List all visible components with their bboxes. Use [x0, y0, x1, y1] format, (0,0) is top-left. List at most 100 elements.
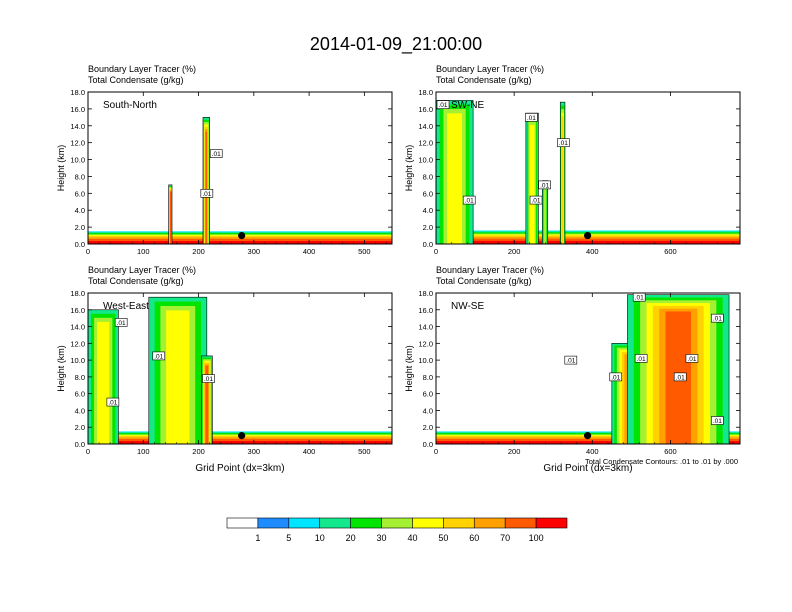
- colorbar-swatch: [350, 517, 382, 529]
- contour-label-box: [564, 355, 578, 365]
- y-tick-label: 10.0: [418, 356, 433, 365]
- condensate-contour: [436, 100, 474, 244]
- y-tick-label: 10.0: [418, 156, 433, 165]
- contour-label-box: [711, 313, 724, 323]
- tracer-column-layer: [447, 113, 462, 244]
- colorbar-swatch: [412, 517, 444, 529]
- x-axis-label: Grid Point (dx=3km): [195, 463, 284, 474]
- location-marker: [238, 432, 246, 440]
- contour-label-box: [711, 416, 724, 425]
- panel-frame: [87, 292, 393, 445]
- panel-subtitle-condensate: Total Condensate (g/kg): [88, 276, 184, 286]
- x-tick-label: 100: [137, 447, 150, 456]
- x-tick-label: 100: [137, 247, 150, 256]
- tracer-band: [436, 441, 740, 444]
- tracer-band: [436, 240, 740, 244]
- contour-label-box: [557, 138, 570, 147]
- y-tick-label: 8.0: [75, 373, 85, 382]
- x-tick-label: 400: [303, 447, 316, 456]
- panel-subtitle-condensate: Total Condensate (g/kg): [88, 75, 184, 85]
- y-tick-label: 4.0: [423, 406, 433, 415]
- contour-label-box: [202, 374, 215, 383]
- y-tick-label: 14.0: [418, 122, 433, 131]
- x-tick-label: 500: [358, 447, 371, 456]
- y-tick-label: 14.0: [70, 323, 85, 332]
- colorbar-label: 1: [255, 533, 260, 543]
- colorbar-swatch: [443, 517, 475, 529]
- colorbar-label: 60: [469, 533, 479, 543]
- contour-label-box: [529, 195, 543, 205]
- y-tick-label: 8.0: [423, 172, 433, 181]
- colorbar-label: 5: [286, 533, 291, 543]
- contour-label: .01: [154, 353, 163, 360]
- x-tick-label: 200: [192, 247, 205, 256]
- figure-title: 2014-01-09_21:00:00: [310, 34, 482, 55]
- y-tick-label: 2.0: [75, 423, 85, 432]
- condensate-contour: [559, 101, 566, 244]
- panel-subtitle-tracer: Boundary Layer Tracer (%): [88, 265, 196, 275]
- y-tick-label: 14.0: [418, 323, 433, 332]
- tracer-column-layer: [166, 310, 190, 444]
- contour-label: .01: [465, 198, 474, 205]
- x-tick-label: 200: [192, 447, 205, 456]
- y-axis-label: Height (km): [404, 145, 414, 192]
- y-tick-label: 2.0: [75, 223, 85, 232]
- colorbar-swatch: [288, 517, 321, 529]
- contour-label: .01: [635, 295, 644, 302]
- contour-label: .01: [713, 418, 722, 425]
- colorbar-label: 30: [377, 533, 387, 543]
- colorbar-swatch: [535, 517, 568, 529]
- contour-label: .01: [527, 115, 536, 122]
- contour-label-box: [525, 113, 538, 122]
- y-tick-label: 16.0: [70, 105, 85, 114]
- x-tick-label: 300: [248, 447, 261, 456]
- y-axis-label: Height (km): [56, 345, 66, 392]
- x-tick-label: 500: [358, 247, 371, 256]
- colorbar-swatch: [257, 517, 290, 529]
- contour-label-box: [673, 372, 687, 382]
- y-tick-label: 12.0: [418, 339, 433, 348]
- colorbar-swatch: [473, 517, 506, 529]
- y-tick-label: 4.0: [75, 406, 85, 415]
- contour-label-box: [436, 100, 450, 109]
- x-tick-label: 200: [508, 247, 521, 256]
- colorbar-label: 100: [529, 533, 544, 543]
- y-tick-label: 18.0: [418, 289, 433, 298]
- panel-subtitle-condensate: Total Condensate (g/kg): [436, 276, 532, 286]
- contour-label-box: [634, 354, 648, 363]
- contour-label-box: [538, 180, 551, 190]
- panel-frame: [435, 292, 741, 445]
- contour-label: .01: [439, 102, 448, 109]
- y-tick-label: 0.0: [423, 240, 433, 249]
- y-axis-label: Height (km): [404, 345, 414, 392]
- contour-label-box: [685, 354, 699, 363]
- panel-4: Boundary Layer Tracer (%)Total Condensat…: [404, 265, 741, 474]
- tracer-band: [88, 241, 392, 244]
- y-tick-label: 6.0: [75, 189, 85, 198]
- y-tick-label: 16.0: [418, 306, 433, 315]
- contour-label: .01: [611, 374, 620, 381]
- contour-label-box: [114, 318, 128, 327]
- x-tick-label: 400: [586, 447, 599, 456]
- x-tick-label: 400: [303, 247, 316, 256]
- colorbar-label: 50: [438, 533, 448, 543]
- contour-label-box: [200, 189, 214, 198]
- y-tick-label: 18.0: [418, 88, 433, 97]
- panel-subtitle-tracer: Boundary Layer Tracer (%): [436, 64, 544, 74]
- x-tick-label: 400: [586, 247, 599, 256]
- y-tick-label: 10.0: [70, 356, 85, 365]
- x-tick-label: 0: [86, 447, 90, 456]
- y-tick-label: 4.0: [75, 206, 85, 215]
- panel-plot-area: .01 .01: [88, 117, 392, 244]
- contour-label: .01: [204, 376, 213, 383]
- tracer-column-layer: [169, 191, 172, 244]
- panel-plot-area: .01 .01 .01 .01 .01 .01: [436, 100, 740, 244]
- panel-subtitle-tracer: Boundary Layer Tracer (%): [436, 265, 544, 275]
- colorbar-label: 70: [500, 533, 510, 543]
- y-tick-label: 16.0: [70, 306, 85, 315]
- contour-label: .01: [637, 356, 646, 363]
- colorbar-swatch: [504, 517, 537, 529]
- colorbar-swatch: [226, 517, 259, 529]
- contour-label: .01: [566, 358, 575, 365]
- x-tick-label: 300: [248, 247, 261, 256]
